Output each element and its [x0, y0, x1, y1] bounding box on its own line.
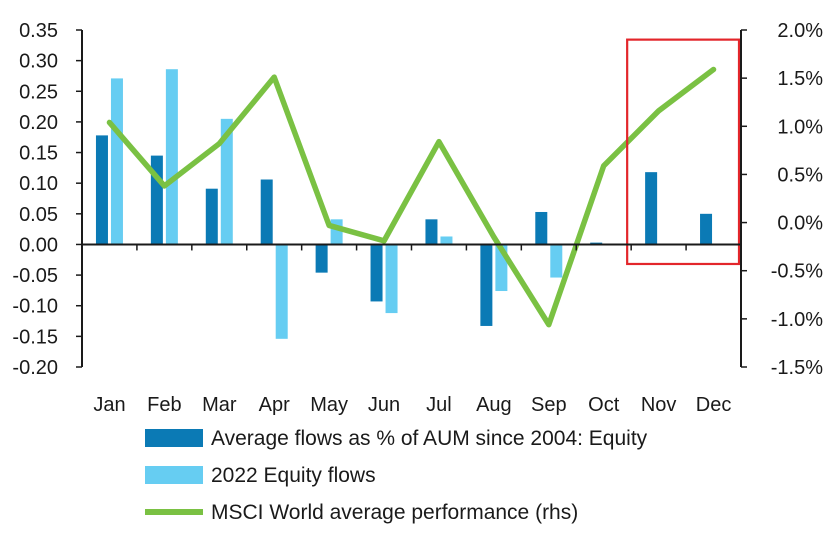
- bar-2022-flows: [165, 69, 178, 245]
- bar-2022-flows: [440, 236, 453, 245]
- axes: 0.35 0.30 0.25 0.20 0.15 0.10 0.05 0.00 -0.05 -0.…: [12, 20, 823, 416]
- x-tick-label: Jul: [426, 394, 452, 416]
- bar-avg-flows: [370, 244, 383, 302]
- x-tick-label: Dec: [696, 394, 732, 416]
- x-tick-label: Jan: [93, 394, 125, 416]
- x-tick-label: Nov: [641, 394, 677, 416]
- y-right-tick-label: -1.0%: [771, 309, 823, 331]
- x-tick-label: Mar: [202, 394, 237, 416]
- bar-avg-flows: [535, 211, 548, 245]
- legend-label-avg-flows: Average flows as % of AUM since 2004: Eq…: [211, 427, 648, 450]
- y-left-tick-label: 0.25: [19, 81, 58, 103]
- y-right-tick-label: 2.0%: [777, 20, 823, 42]
- y-left-tick-label: 0.00: [19, 234, 58, 256]
- bar-avg-flows: [425, 219, 438, 245]
- y-right-tick-label: 0.5%: [777, 164, 823, 186]
- y-right-tick-label: 1.0%: [777, 116, 823, 138]
- y-right-tick-label: -0.5%: [771, 261, 823, 283]
- x-tick-label: Feb: [147, 394, 181, 416]
- y-left-tick-label: 0.35: [19, 20, 58, 42]
- legend-label-msci-performance: MSCI World average performance (rhs): [211, 501, 578, 524]
- highlight-box: [626, 38, 741, 266]
- y-left-tick-label: -0.15: [12, 326, 58, 348]
- legend: Average flows as % of AUM since 2004: Eq…: [145, 427, 648, 524]
- bar-avg-flows: [315, 244, 328, 273]
- bar-avg-flows: [95, 135, 108, 245]
- plot-area: [95, 38, 741, 339]
- bar-avg-flows: [260, 179, 273, 245]
- legend-swatch-avg-flows: [145, 429, 203, 447]
- y-right-tick-label: -1.5%: [771, 357, 823, 379]
- bar-2022-flows: [385, 244, 398, 314]
- x-tick-label: May: [310, 394, 348, 416]
- x-tick-label: Jun: [368, 394, 400, 416]
- y-right-tick-label: 0.0%: [777, 213, 823, 235]
- x-tick-label: Apr: [259, 394, 290, 416]
- bar-2022-flows: [550, 244, 563, 278]
- bar-2022-flows: [330, 219, 343, 245]
- bar-avg-flows: [205, 188, 218, 245]
- bar-avg-flows: [480, 244, 493, 326]
- y-left-tick-label: -0.20: [12, 357, 58, 379]
- x-tick-label: Sep: [531, 394, 567, 416]
- bar-2022-flows: [220, 118, 233, 245]
- y-left-tick-label: 0.15: [19, 143, 58, 165]
- legend-label-2022-flows: 2022 Equity flows: [211, 464, 376, 487]
- y-left-tick-label: 0.30: [19, 51, 58, 73]
- y-left-tick-label: -0.05: [12, 265, 58, 287]
- line-msci-performance: [106, 66, 717, 328]
- x-tick-label: Oct: [588, 394, 620, 416]
- bar-avg-flows: [645, 172, 658, 245]
- y-left-tick-label: 0.20: [19, 112, 58, 134]
- bar-avg-flows: [700, 213, 713, 245]
- y-right-tick-label: 1.5%: [777, 68, 823, 90]
- legend-swatch-2022-flows: [145, 466, 203, 484]
- y-left-tick-label: 0.05: [19, 204, 58, 226]
- bar-2022-flows: [110, 78, 123, 245]
- x-tick-label: Aug: [476, 394, 512, 416]
- y-left-tick-label: -0.10: [12, 296, 58, 318]
- bar-2022-flows: [275, 244, 288, 339]
- y-left-tick-label: 0.10: [19, 173, 58, 195]
